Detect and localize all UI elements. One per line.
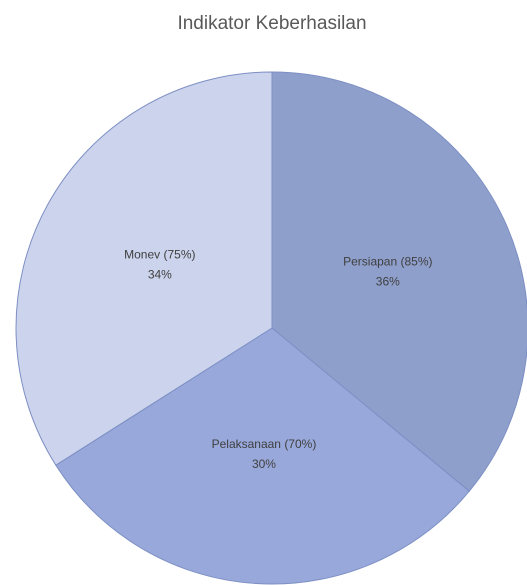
slice-label: Monev (75%) — [124, 248, 195, 262]
chart-title: Indikator Keberhasilan — [177, 13, 366, 34]
pie-slice — [15, 71, 273, 466]
pie-slice — [271, 71, 527, 492]
slice-value-label: 36% — [376, 275, 400, 289]
pie-slice — [55, 327, 470, 585]
slice-value-label: 30% — [252, 457, 276, 471]
slice-label: Persiapan (85%) — [343, 255, 432, 269]
slice-value-label: 34% — [148, 268, 172, 282]
slice-label: Pelaksanaan (70%) — [212, 437, 317, 451]
